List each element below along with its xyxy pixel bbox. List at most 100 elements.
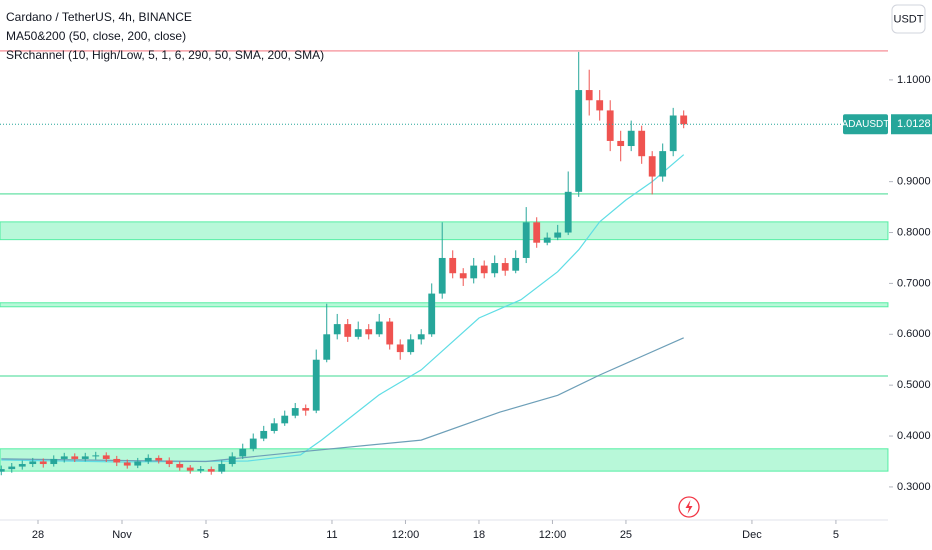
candle-body bbox=[291, 408, 299, 416]
candle-body bbox=[218, 464, 226, 472]
symbol-label: ADAUSDT bbox=[842, 119, 890, 130]
candle-body bbox=[81, 456, 89, 459]
candle-body bbox=[375, 321, 383, 335]
candle-body bbox=[365, 329, 373, 335]
candle-body bbox=[470, 265, 478, 279]
indicator-label: MA50&200 (50, close, 200, close) bbox=[6, 29, 186, 43]
candle-body bbox=[302, 408, 310, 411]
x-tick-label: 12:00 bbox=[392, 529, 420, 541]
candle-body bbox=[680, 115, 688, 125]
candle-body bbox=[669, 115, 677, 152]
candle-body bbox=[575, 90, 583, 192]
y-tick-label: 0.8000 bbox=[897, 226, 931, 238]
candle-body bbox=[71, 456, 79, 459]
y-tick-label: 0.7000 bbox=[897, 277, 931, 289]
moving-average bbox=[1, 154, 685, 463]
y-tick-label: 1.1000 bbox=[897, 74, 931, 86]
candle-body bbox=[333, 324, 341, 335]
candle-body bbox=[312, 359, 320, 411]
candle-body bbox=[155, 457, 163, 461]
candle-body bbox=[39, 461, 47, 465]
candle-body bbox=[449, 257, 457, 274]
x-tick-label: 28 bbox=[32, 529, 44, 541]
candle-body bbox=[18, 464, 26, 467]
candle-body bbox=[144, 457, 152, 462]
candle-body bbox=[491, 263, 499, 274]
candle-body bbox=[596, 100, 604, 111]
price-tag bbox=[891, 114, 932, 135]
candle-body bbox=[92, 455, 100, 457]
x-tick-label: 5 bbox=[203, 529, 209, 541]
candle-body bbox=[627, 130, 635, 147]
lightning-icon[interactable] bbox=[678, 496, 700, 518]
candle-body bbox=[102, 455, 110, 459]
candle-body bbox=[617, 140, 625, 147]
candle-body bbox=[260, 430, 268, 439]
x-tick-label: Nov bbox=[112, 529, 132, 541]
candle-body bbox=[60, 456, 68, 459]
y-tick-label: 0.3000 bbox=[897, 481, 931, 493]
candle-body bbox=[165, 460, 173, 465]
candle-body bbox=[648, 156, 656, 177]
sr-zone bbox=[0, 221, 889, 241]
y-tick-label: 0.5000 bbox=[897, 379, 931, 391]
candle-body bbox=[50, 458, 58, 465]
candle-body bbox=[386, 321, 394, 345]
candle-body bbox=[176, 464, 184, 468]
candle-body bbox=[459, 273, 467, 279]
candle-body bbox=[407, 339, 415, 353]
candle-body bbox=[281, 415, 289, 424]
candle-body bbox=[207, 469, 215, 472]
plot-area bbox=[0, 50, 889, 476]
candle-body bbox=[396, 344, 404, 353]
candle-body bbox=[113, 458, 121, 463]
candle-body bbox=[417, 334, 425, 340]
x-tick-label: Dec bbox=[742, 529, 762, 541]
candle-body bbox=[564, 191, 572, 233]
x-tick-label: 5 bbox=[833, 529, 839, 541]
candle-body bbox=[249, 438, 257, 449]
candle-body bbox=[344, 324, 352, 337]
candle-body bbox=[585, 90, 593, 101]
candle-body bbox=[186, 467, 194, 471]
candle-body bbox=[270, 423, 278, 431]
currency-button[interactable] bbox=[891, 4, 926, 34]
indicator-label: SRchannel (10, High/Low, 5, 1, 6, 290, 5… bbox=[6, 48, 324, 62]
candle-body bbox=[606, 110, 614, 141]
x-tick-label: 12:00 bbox=[539, 529, 567, 541]
candle-body bbox=[197, 469, 205, 471]
y-tick-label: 0.4000 bbox=[897, 430, 931, 442]
candle-body bbox=[480, 265, 488, 274]
y-tick-label: 0.6000 bbox=[897, 328, 931, 340]
x-tick-label: 25 bbox=[620, 529, 632, 541]
candle-body bbox=[543, 237, 551, 243]
sr-zone bbox=[0, 302, 889, 308]
candle-body bbox=[554, 232, 562, 238]
candle-body bbox=[0, 469, 5, 472]
candle-body bbox=[134, 461, 142, 466]
chart-title: Cardano / TetherUS, 4h, BINANCE bbox=[6, 10, 192, 24]
candle-body bbox=[438, 257, 446, 294]
candle-body bbox=[501, 263, 509, 271]
candle-body bbox=[354, 329, 362, 337]
x-tick-label: 11 bbox=[326, 529, 337, 541]
currency-label[interactable]: USDT bbox=[894, 13, 924, 25]
candle-body bbox=[512, 257, 520, 271]
price-label: 1.0128 bbox=[897, 118, 931, 130]
candle-body bbox=[533, 222, 541, 243]
candle-body bbox=[522, 222, 530, 258]
candle-body bbox=[123, 462, 131, 466]
candle-body bbox=[239, 448, 247, 457]
candle-body bbox=[659, 151, 667, 177]
x-tick-label: 18 bbox=[473, 529, 485, 541]
candle-body bbox=[8, 466, 16, 470]
sr-zone bbox=[0, 448, 889, 472]
candle-body bbox=[29, 461, 37, 465]
symbol-tag bbox=[843, 114, 888, 135]
candle-body bbox=[323, 334, 331, 360]
y-tick-label: 0.9000 bbox=[897, 176, 931, 188]
candle-body bbox=[428, 293, 436, 335]
candle-body bbox=[228, 456, 236, 465]
candle-body bbox=[638, 130, 646, 157]
